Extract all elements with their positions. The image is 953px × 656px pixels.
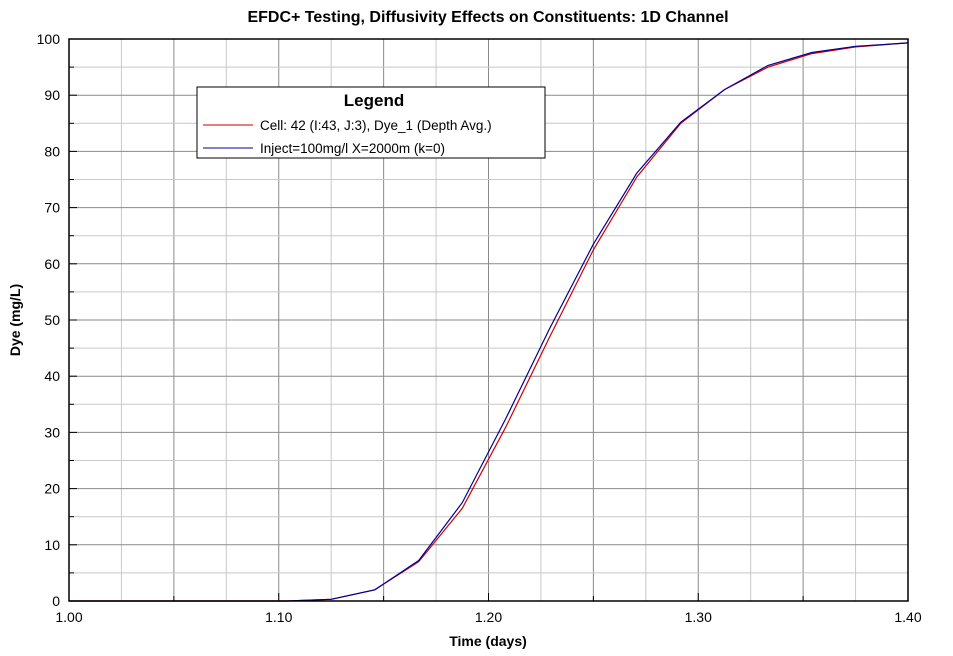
y-tick-label: 100 [37, 31, 61, 47]
y-tick-label: 80 [44, 143, 60, 159]
y-tick-label: 40 [44, 368, 60, 384]
legend: Legend Cell: 42 (I:43, J:3), Dye_1 (Dept… [196, 86, 546, 159]
legend-entry-1: Cell: 42 (I:43, J:3), Dye_1 (Depth Avg.) [260, 118, 492, 133]
x-tick-label: 1.10 [265, 609, 292, 625]
x-tick-label: 1.20 [475, 609, 502, 625]
y-tick-label: 90 [44, 87, 60, 103]
y-tick-label: 10 [44, 537, 60, 553]
x-tick-label: 1.40 [894, 609, 921, 625]
y-tick-label: 50 [44, 312, 60, 328]
legend-entry-2: Inject=100mg/l X=2000m (k=0) [260, 141, 445, 156]
y-tick-label: 30 [44, 424, 60, 440]
x-tick-label: 1.00 [55, 609, 82, 625]
y-tick-label: 60 [44, 256, 60, 272]
chart-title: EFDC+ Testing, Diffusivity Effects on Co… [247, 9, 728, 26]
x-axis-label: Time (days) [449, 633, 527, 649]
plot-frame [68, 38, 909, 602]
y-tick-label: 70 [44, 200, 60, 216]
y-tick-label: 20 [44, 481, 60, 497]
legend-title: Legend [344, 91, 404, 110]
series-line-2 [69, 42, 909, 602]
x-tick-label: 1.30 [685, 609, 712, 625]
y-tick-label: 0 [52, 593, 60, 609]
y-axis-label: Dye (mg/L) [7, 284, 23, 356]
